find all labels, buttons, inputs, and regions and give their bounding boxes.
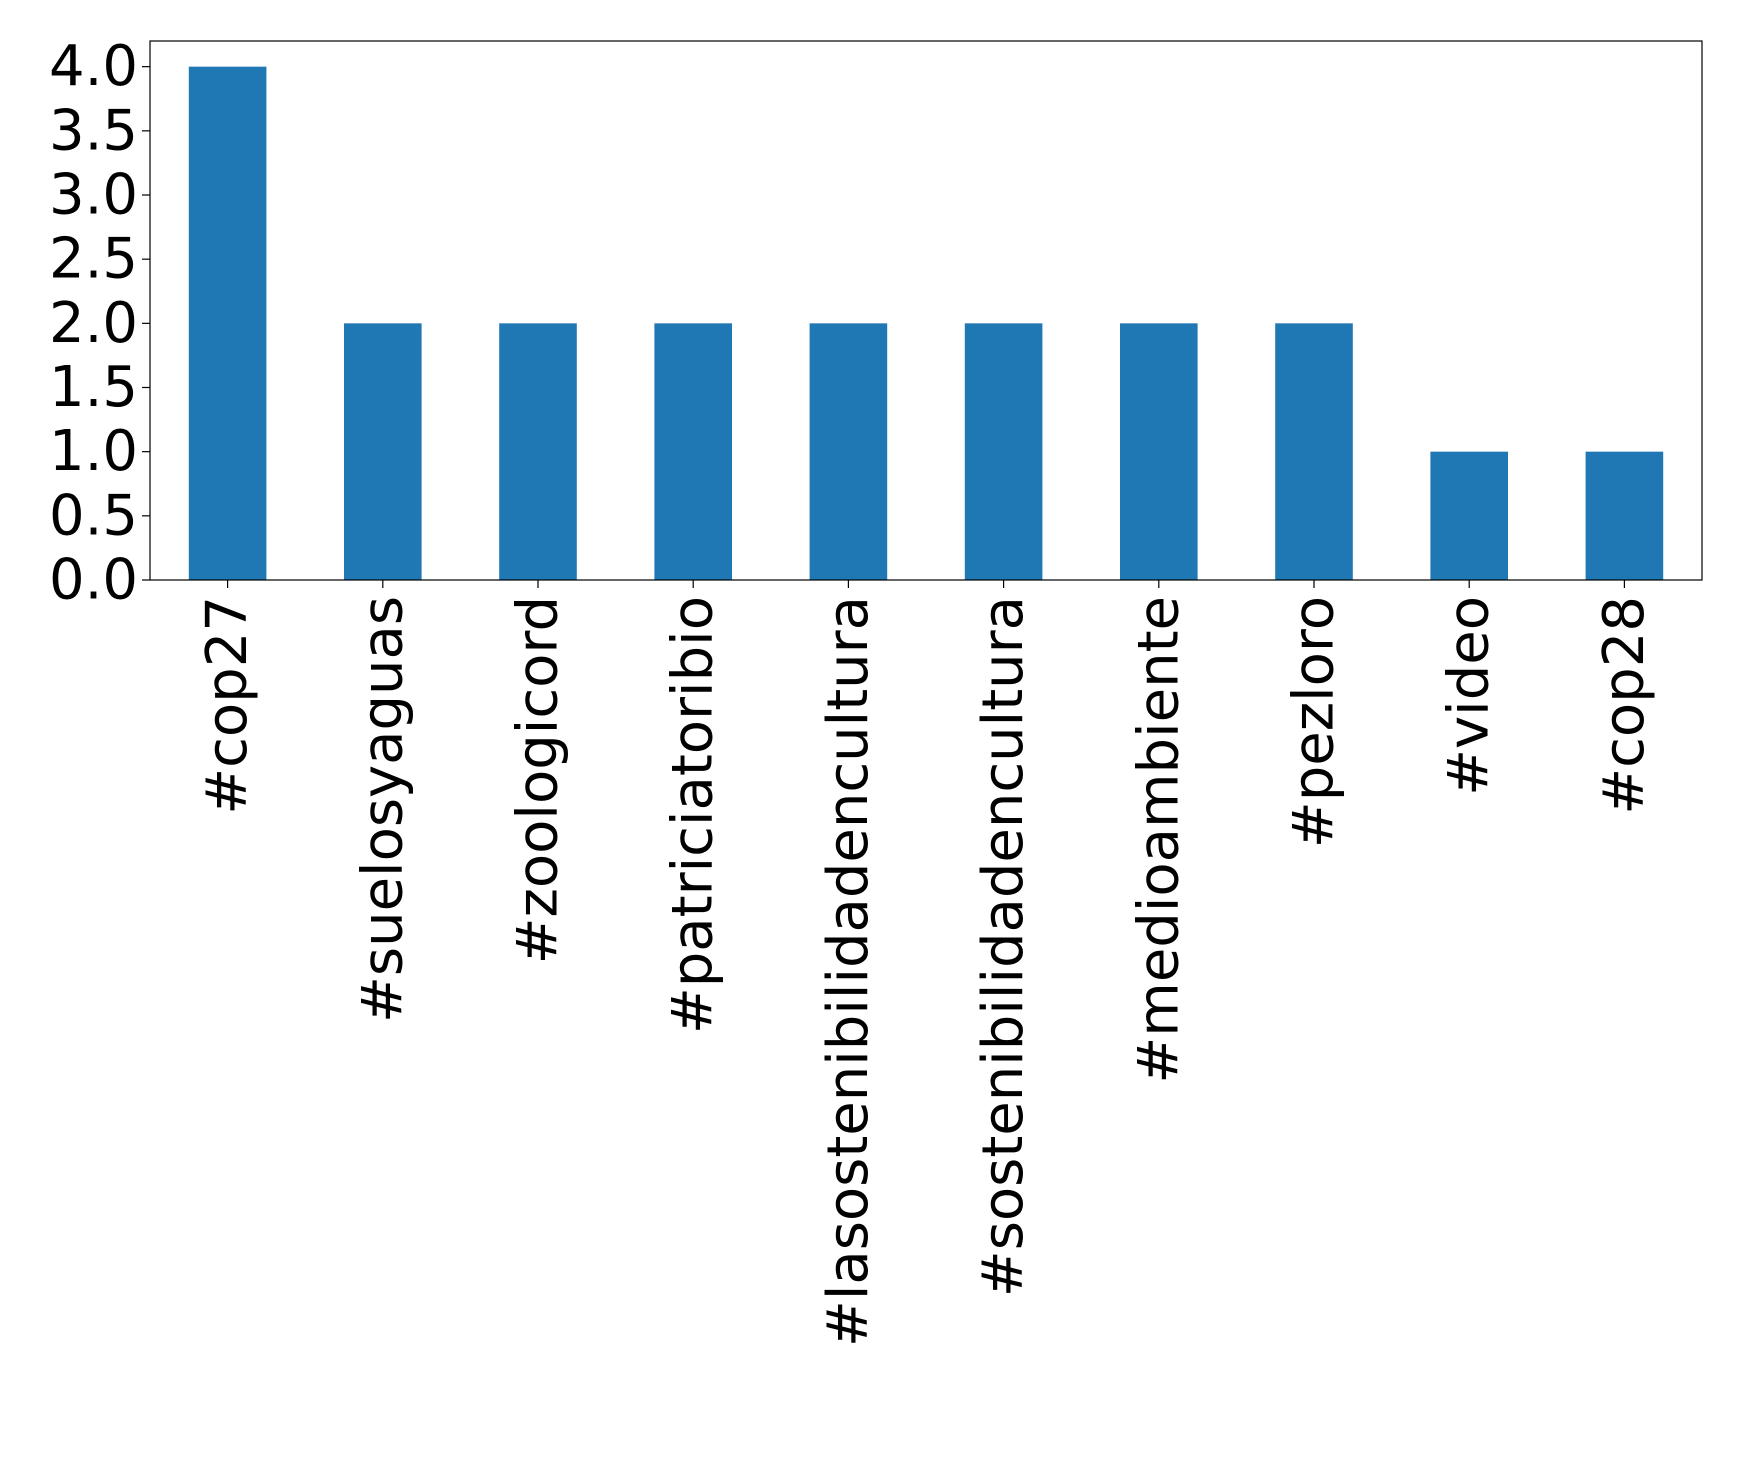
x-tick-label: #zoologicord: [506, 596, 571, 964]
x-tick-label: #cop27: [195, 596, 260, 815]
bar-zoologicord: [499, 323, 577, 580]
bars-layer: [188, 66, 1664, 580]
x-tick-label: #cop28: [1592, 596, 1657, 815]
bar-medioambiente: [1120, 323, 1198, 580]
bar-pezloro: [1275, 323, 1353, 580]
y-tick-label: 4.0: [49, 34, 138, 99]
x-tick-label: #pezloro: [1282, 596, 1347, 848]
x-tick-label: #lasostenibilidadencultura: [816, 596, 881, 1347]
bar-lasostenibilidadencultura: [809, 323, 888, 580]
bar-cop27: [188, 66, 267, 580]
bar-suelosyaguas: [344, 323, 422, 580]
x-tick-label: #suelosyaguas: [350, 596, 415, 1023]
y-tick-label: 2.0: [49, 291, 138, 356]
x-tick-label: #video: [1437, 596, 1502, 796]
y-tick-label: 1.0: [49, 419, 138, 484]
bar-cop28: [1585, 451, 1664, 580]
y-tick-label: 1.5: [49, 355, 138, 420]
plot-frame: [149, 40, 1703, 581]
bar-patriciatoribio: [654, 323, 732, 580]
x-tick-label: #patriciatoribio: [661, 596, 726, 1034]
bar-sostenibilidadencultura: [964, 323, 1043, 580]
x-tick-label: #sostenibilidadencultura: [971, 596, 1036, 1297]
x-axis: #cop27 #suelosyaguas #zoologicord #patricia…: [195, 580, 1657, 1347]
bar-video: [1430, 451, 1508, 580]
y-axis: 0.00.51.01.52.02.53.03.54.0: [49, 34, 150, 613]
y-tick-label: 3.5: [49, 98, 138, 163]
y-tick-label: 3.0: [49, 163, 138, 228]
y-tick-label: 0.0: [49, 548, 138, 613]
y-tick-label: 0.5: [49, 483, 138, 548]
y-tick-label: 2.5: [49, 227, 138, 292]
x-tick-label: #medioambiente: [1126, 596, 1191, 1084]
